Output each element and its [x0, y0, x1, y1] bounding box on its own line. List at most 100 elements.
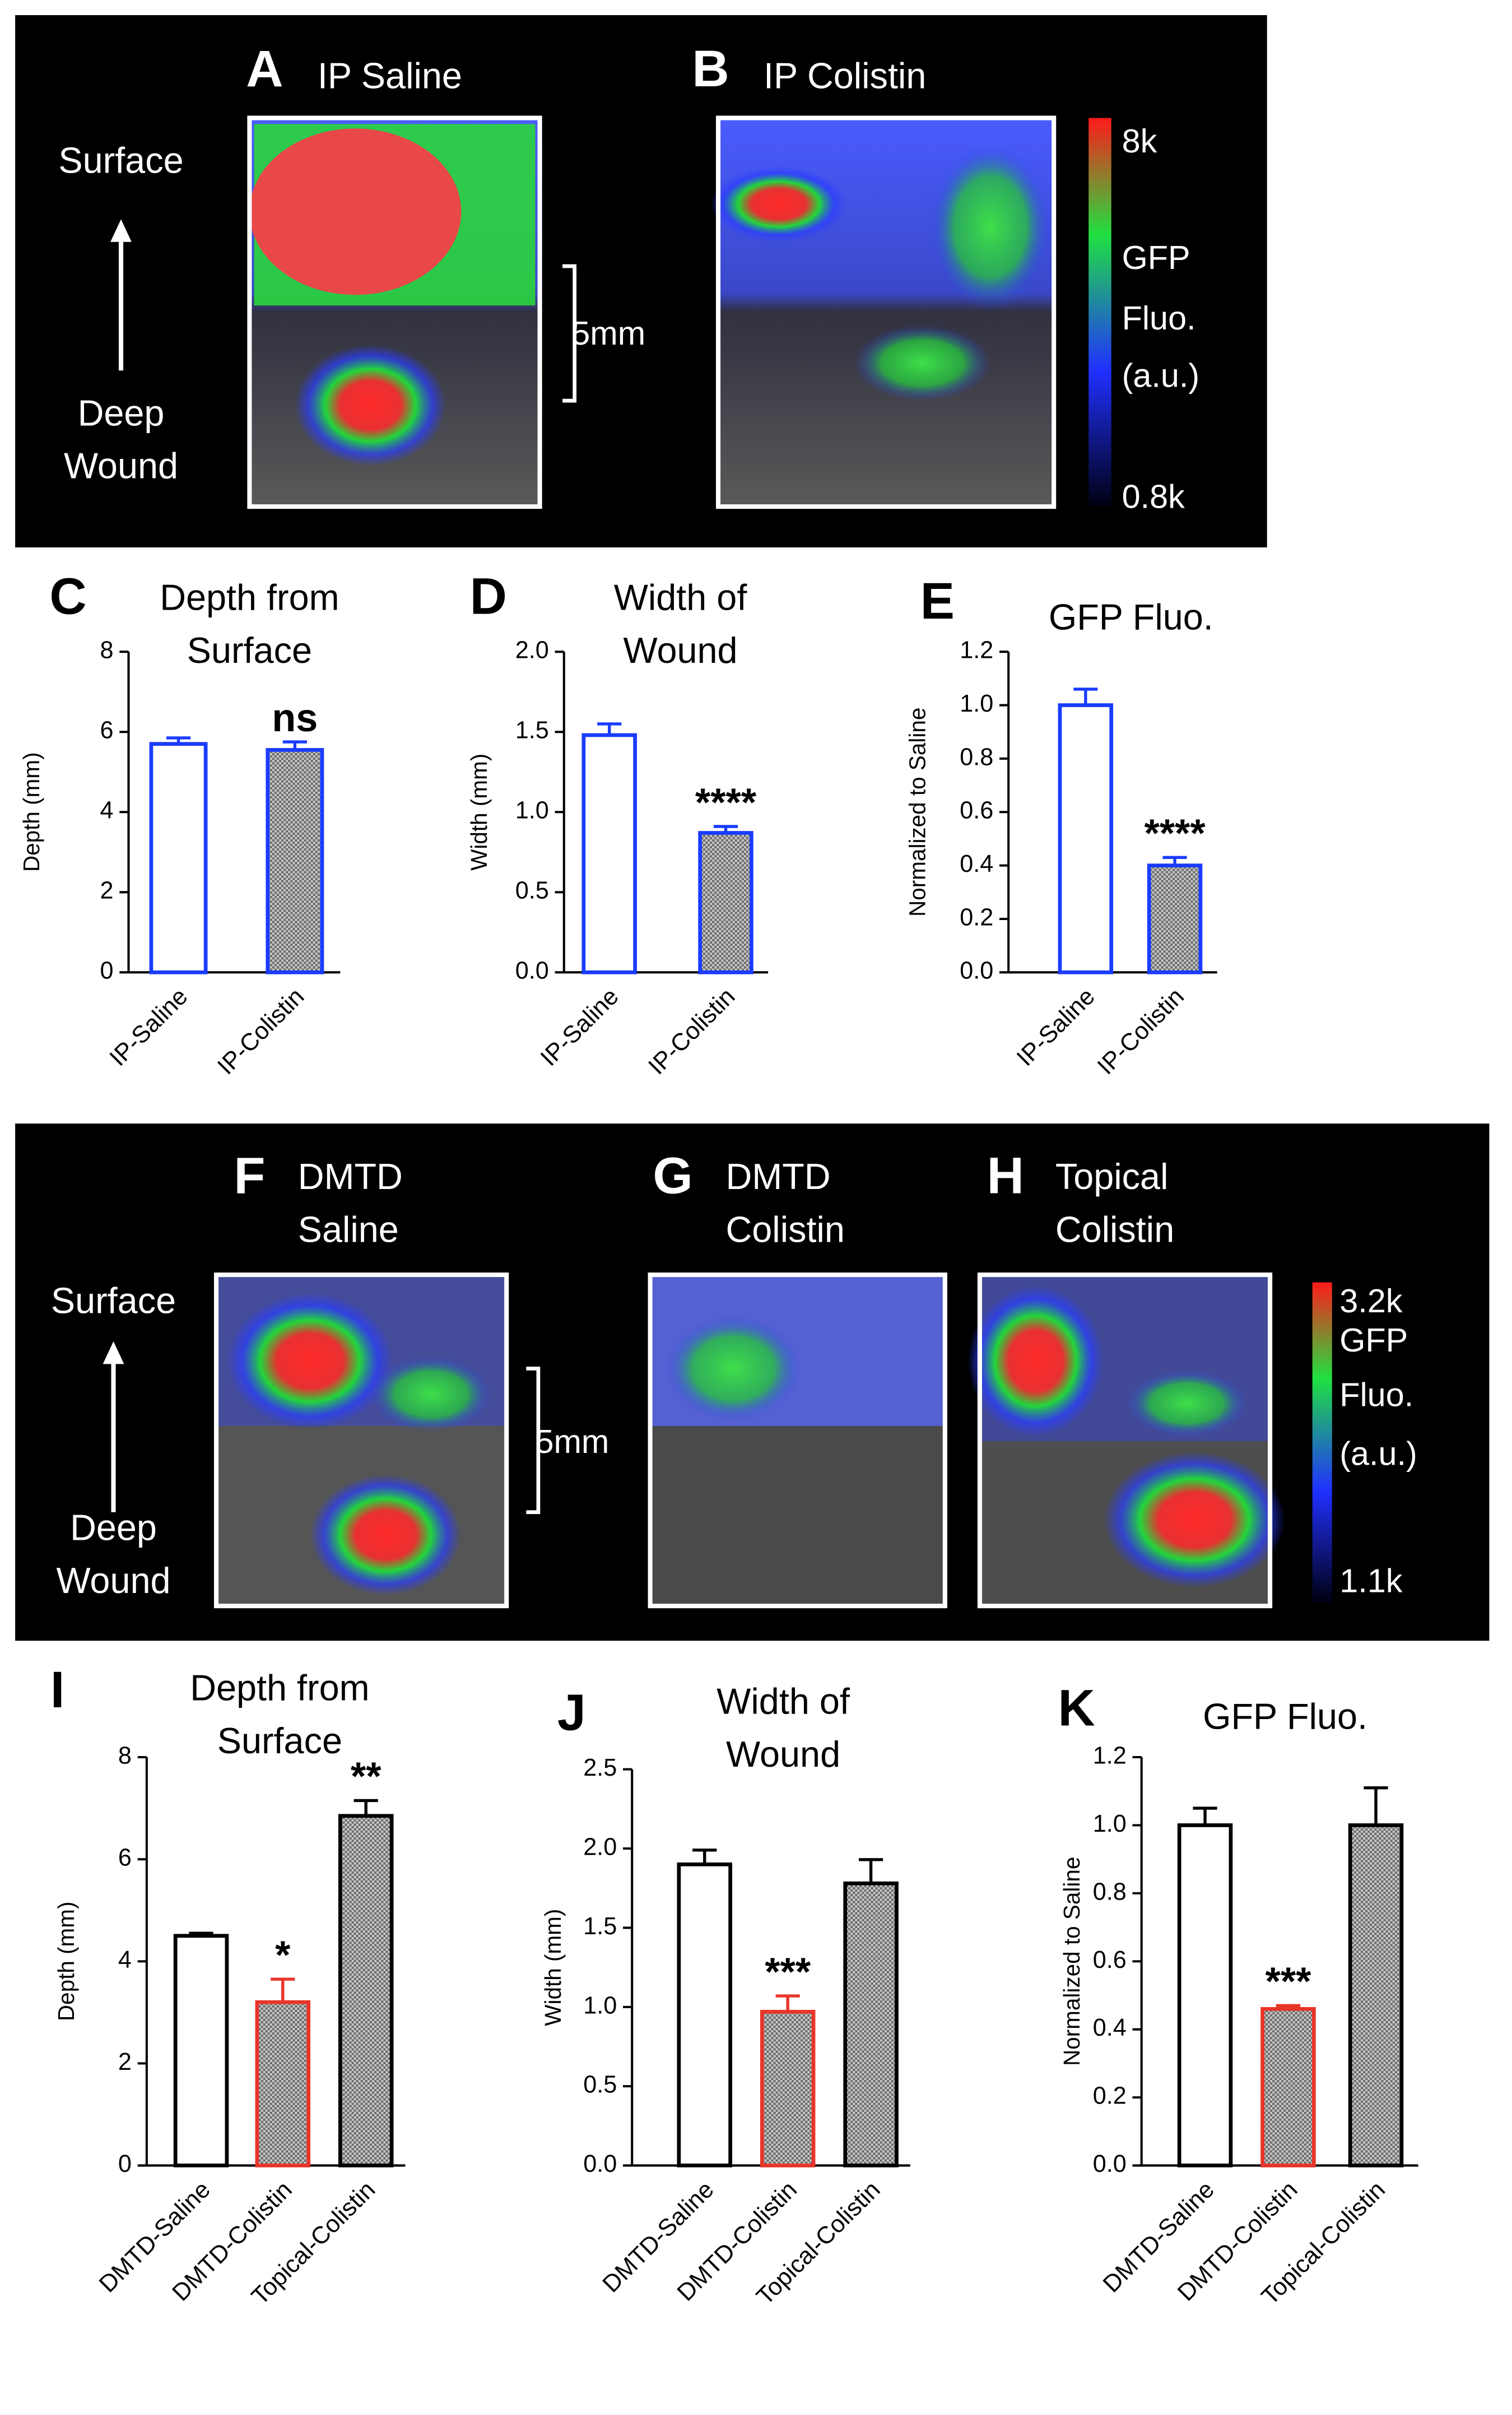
- colorbar-label: GFP: [1339, 1321, 1408, 1359]
- bar: [677, 1862, 732, 2168]
- y-tick-label: 8: [100, 637, 113, 664]
- bar: [255, 2000, 311, 2168]
- y-tick-label: 0.5: [583, 2072, 617, 2098]
- scale-bar: [562, 264, 577, 403]
- y-tick-label: 0.4: [960, 851, 993, 877]
- colorbar-label: GFP: [1122, 239, 1190, 276]
- bar: [266, 748, 324, 974]
- bar: [1058, 703, 1114, 974]
- y-tick-label: 1.0: [515, 797, 549, 824]
- colorbar-label: (a.u.): [1122, 356, 1200, 394]
- panel-letter: B: [692, 40, 729, 97]
- surface-label: Surface: [51, 1280, 176, 1321]
- y-axis-label: Normalized to Saline: [905, 708, 931, 917]
- micrograph: [648, 1272, 947, 1609]
- arrow-head: [110, 219, 132, 242]
- y-tick-label: 0.2: [960, 904, 993, 931]
- y-tick-label: 4: [118, 1947, 132, 1973]
- error-bar: [859, 1858, 883, 1884]
- x-tick-label: IP-Saline: [536, 983, 624, 1071]
- panel-title: DMTD: [726, 1156, 831, 1197]
- y-tick-label: 1.5: [583, 1913, 617, 1940]
- significance: ***: [1266, 1959, 1312, 2003]
- bar: [843, 1881, 899, 2168]
- y-tick-label: 0.6: [960, 797, 993, 824]
- bar: [760, 2009, 816, 2168]
- y-tick-label: 0.0: [583, 2151, 617, 2177]
- y-tick-label: 1.2: [1093, 1742, 1127, 1769]
- image-panel: [15, 15, 1267, 547]
- error-bar: [775, 1994, 800, 2012]
- y-tick-label: 1.2: [960, 637, 993, 664]
- colorbar: [1088, 118, 1111, 507]
- y-tick-label: 0.6: [1093, 1947, 1127, 1973]
- colorbar-label: Fluo.: [1339, 1376, 1413, 1413]
- panel-title: Colistin: [1055, 1209, 1174, 1250]
- significance: ****: [1144, 811, 1206, 855]
- micrograph: [213, 1272, 509, 1609]
- deep-label: Wound: [56, 1560, 170, 1601]
- scale-label: 5mm: [571, 314, 645, 352]
- panel-title: IP Saline: [318, 55, 462, 96]
- y-tick-label: 2: [100, 877, 113, 904]
- y-axis-label: Width (mm): [466, 754, 492, 871]
- y-axis-label: Depth (mm): [18, 752, 44, 872]
- x-tick-label: IP-Saline: [105, 983, 193, 1071]
- y-axis-label: Width (mm): [540, 1909, 566, 2026]
- panel-title: Colistin: [726, 1209, 845, 1250]
- error-bar: [1364, 1786, 1388, 1826]
- chart-title: Wound: [726, 1734, 840, 1775]
- panel-title: DMTD: [298, 1156, 403, 1197]
- error-bar: [692, 1849, 717, 1865]
- error-bar: [1193, 1806, 1217, 1826]
- y-tick-label: 0: [118, 2151, 132, 2177]
- chart-title: Surface: [187, 630, 312, 671]
- colorbar-max: 3.2k: [1339, 1282, 1403, 1320]
- x-tick-label: IP-Colistin: [212, 983, 309, 1080]
- error-bar: [713, 825, 738, 833]
- micrograph: [710, 115, 1057, 509]
- chart-title: Depth from: [190, 1667, 369, 1708]
- chart-title: Width of: [717, 1681, 850, 1722]
- x-tick-label: IP-Saline: [1012, 983, 1100, 1071]
- x-tick-label: IP-Colistin: [1092, 983, 1189, 1080]
- y-tick-label: 0.0: [1093, 2151, 1127, 2177]
- y-tick-label: 6: [100, 717, 113, 744]
- y-tick-label: 0.5: [515, 877, 549, 904]
- y-tick-label: 6: [118, 1845, 132, 1871]
- chart-title: GFP Fluo.: [1203, 1696, 1367, 1737]
- significance: ns: [272, 695, 318, 740]
- error-bar: [189, 1931, 213, 1936]
- bar: [1348, 1823, 1404, 2168]
- scale-bar: [526, 1367, 541, 1515]
- y-tick-label: 2: [118, 2049, 132, 2075]
- x-tick-label: IP-Colistin: [643, 983, 740, 1080]
- deep-label: Deep: [78, 392, 165, 433]
- panel-letter: J: [557, 1684, 586, 1741]
- panel-letter: G: [653, 1147, 692, 1204]
- significance: **: [351, 1754, 382, 1798]
- y-tick-label: 1.0: [960, 690, 993, 717]
- colorbar-min: 0.8k: [1122, 477, 1185, 515]
- y-tick-label: 2.0: [515, 637, 549, 664]
- colorbar-label: Fluo.: [1122, 299, 1196, 337]
- error-bar: [597, 722, 622, 735]
- y-tick-label: 2.0: [583, 1833, 617, 1860]
- significance: *: [275, 1933, 291, 1977]
- y-tick-label: 1.5: [515, 717, 549, 744]
- bar: [149, 742, 208, 974]
- panel-title: Saline: [298, 1209, 399, 1250]
- y-tick-label: 1.0: [1093, 1810, 1127, 1837]
- bar: [1177, 1823, 1233, 2168]
- error-bar: [282, 740, 307, 750]
- arrow-head: [103, 1341, 124, 1364]
- micrograph: [247, 115, 542, 509]
- panel-letter: K: [1058, 1679, 1095, 1736]
- panel-title: IP Colistin: [764, 55, 926, 96]
- panel-letter: E: [920, 573, 955, 630]
- error-bar: [1276, 2004, 1301, 2009]
- panel-letter: A: [246, 40, 283, 97]
- y-tick-label: 0.0: [515, 958, 549, 984]
- colorbar: [1312, 1282, 1332, 1603]
